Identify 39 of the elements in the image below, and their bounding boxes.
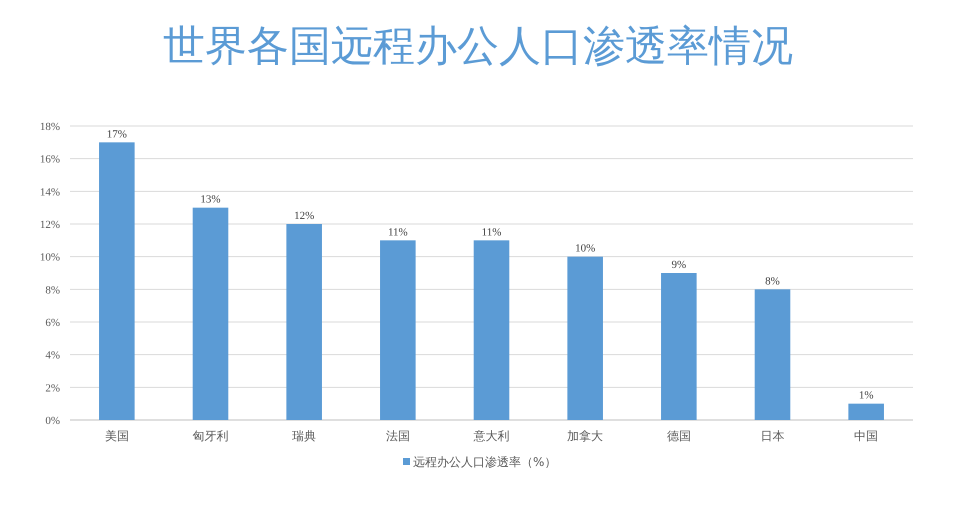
data-label: 1% (858, 390, 874, 402)
legend-label: 远程办公人口渗透率（%） (413, 455, 556, 469)
y-tick-label: 14% (40, 186, 60, 198)
data-label: 11% (388, 226, 408, 238)
x-tick-label: 瑞典 (292, 429, 316, 443)
y-tick-label: 6% (45, 317, 60, 329)
data-label: 17% (106, 128, 127, 140)
chart-title: 世界各国远程办公人口渗透率情况 (163, 21, 793, 70)
y-tick-label: 10% (40, 252, 60, 264)
x-tick-label: 德国 (666, 429, 691, 443)
bar (380, 240, 416, 420)
bar (99, 142, 135, 420)
bar (567, 256, 603, 420)
data-label: 12% (294, 210, 314, 222)
y-tick-label: 4% (45, 350, 60, 362)
bar (848, 404, 884, 420)
bar (286, 224, 322, 420)
y-tick-label: 16% (40, 154, 60, 166)
bar (192, 208, 228, 420)
x-tick-label: 中国 (854, 429, 878, 443)
x-tick-label: 美国 (104, 429, 129, 443)
y-tick-label: 2% (45, 382, 60, 394)
bar (754, 289, 790, 420)
y-tick-label: 0% (45, 415, 60, 427)
x-tick-label: 意大利 (472, 429, 510, 443)
y-tick-label: 8% (45, 284, 60, 296)
bar (661, 273, 697, 420)
x-tick-label: 法国 (386, 429, 410, 443)
x-tick-label: 匈牙利 (192, 429, 228, 443)
y-tick-label: 18% (40, 121, 60, 133)
x-tick-label: 日本 (760, 429, 784, 443)
bar (474, 240, 510, 420)
y-tick-label: 12% (40, 219, 60, 231)
data-label: 10% (575, 242, 596, 255)
data-label: 11% (482, 226, 502, 238)
x-tick-label: 加拿大 (567, 429, 604, 443)
data-label: 8% (765, 275, 780, 288)
data-label: 13% (200, 194, 221, 206)
data-label: 9% (671, 259, 686, 271)
